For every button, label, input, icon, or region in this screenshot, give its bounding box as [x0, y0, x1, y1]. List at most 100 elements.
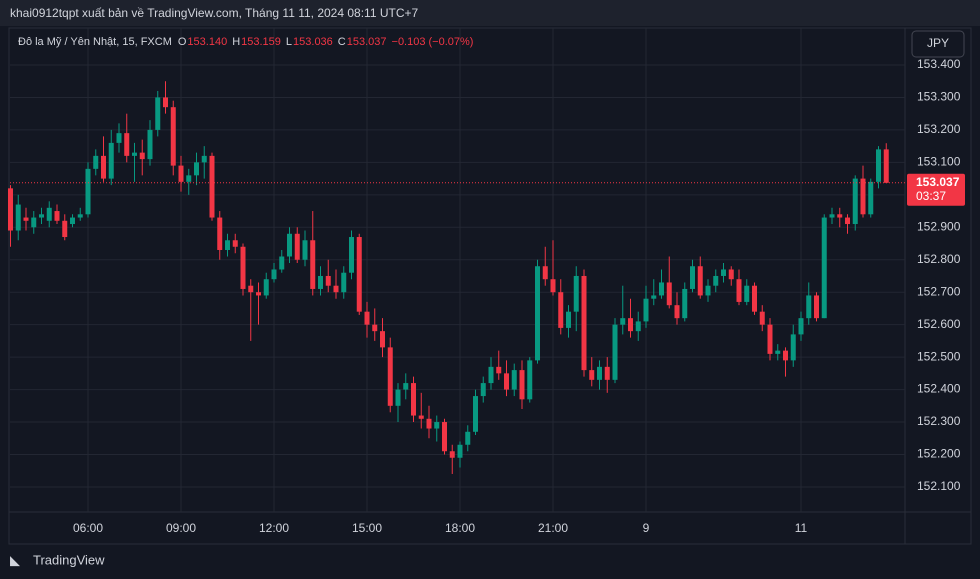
candle-body [240, 246, 246, 289]
y-tick-label: 153.100 [917, 155, 961, 169]
ohlc-key: L [286, 36, 292, 48]
candle-body [85, 168, 91, 215]
candle-body [860, 178, 866, 215]
ohlc-key: H [232, 36, 240, 48]
candle-body [620, 318, 626, 325]
chart-frame [8, 27, 972, 545]
candle-body [54, 211, 60, 221]
x-tick-label: 9 [643, 521, 650, 535]
candle-body [721, 269, 726, 276]
ohlc-value: 153.036 [293, 36, 333, 48]
y-tick-label: 152.600 [917, 317, 961, 331]
candle-body [783, 350, 788, 361]
candle-body [349, 237, 354, 273]
candle-body [170, 107, 176, 166]
candle-body [504, 373, 509, 390]
candle-body [480, 383, 486, 397]
candle-body [15, 204, 21, 231]
candle-body [163, 97, 168, 108]
candle-body [372, 324, 378, 332]
candle-body [271, 269, 277, 280]
ohlc-value: 153.037 [347, 36, 387, 48]
candle-body [434, 422, 440, 429]
candle-body [341, 272, 347, 293]
candle-body [488, 366, 494, 384]
candle-body [310, 240, 316, 289]
candle-body [318, 275, 323, 289]
candle-body [364, 311, 370, 325]
candle-body [597, 366, 602, 380]
candle-body [62, 220, 68, 238]
candle-body [535, 266, 540, 361]
candle-body [635, 321, 641, 332]
y-tick-label: 153.200 [917, 122, 961, 136]
y-tick-label: 152.900 [917, 219, 961, 233]
candle-body [666, 282, 672, 306]
x-tick-label: 12:00 [259, 521, 289, 535]
candle-body [845, 217, 850, 225]
candle-body [217, 217, 223, 251]
candle-body [519, 370, 525, 400]
candle-body [868, 181, 874, 215]
candle-body [225, 240, 230, 251]
y-tick-label: 152.100 [917, 479, 961, 493]
candle-body [713, 275, 719, 286]
candle-body [674, 305, 680, 319]
candle-body [411, 383, 416, 416]
candle-body [814, 295, 819, 319]
candle-body [155, 97, 161, 130]
y-tick-label: 152.500 [917, 349, 961, 363]
candle-body [132, 152, 137, 156]
candle-body [426, 418, 432, 429]
candle-body [883, 149, 889, 183]
candle-body [39, 214, 44, 218]
candle-body [201, 155, 207, 163]
candle-body [558, 292, 564, 328]
candle-body [325, 275, 331, 286]
candle-body [77, 214, 83, 218]
brand[interactable]: TradingView [33, 552, 105, 567]
y-tick-label: 153.400 [917, 57, 961, 71]
candle-body [473, 396, 478, 432]
candle-body [279, 256, 285, 270]
candle-body [705, 285, 711, 296]
candle-body [682, 288, 688, 319]
candle-body [395, 389, 401, 406]
currency-button[interactable] [911, 30, 965, 58]
candle-body [744, 285, 750, 302]
candle-body [759, 311, 765, 325]
symbol: Đô la Mỹ / Yên Nhật, 15, FXCM [18, 36, 172, 48]
countdown: 03:37 [916, 189, 946, 203]
candle-body [403, 383, 409, 390]
y-tick-label: 153.300 [917, 90, 961, 104]
candle-body [101, 155, 106, 179]
candle-body [418, 415, 424, 419]
x-tick-label: 09:00 [166, 521, 196, 535]
candle-body [31, 217, 37, 228]
x-tick-label: 21:00 [538, 521, 568, 535]
candle-body [542, 266, 548, 280]
candles [8, 81, 889, 474]
candle-body [449, 451, 455, 458]
candle-body [511, 370, 517, 390]
candle-body [287, 233, 292, 257]
candle-body [139, 152, 145, 160]
candle-body [736, 279, 742, 302]
top-bar [0, 0, 980, 26]
candle-body [8, 188, 13, 231]
candle-body [232, 240, 238, 247]
ohlc-value: 153.140 [187, 36, 227, 48]
candle-body [589, 370, 595, 380]
y-tick-label: 152.800 [917, 252, 961, 266]
candle-body [728, 269, 734, 280]
candle-body [767, 324, 773, 354]
candle-body [806, 295, 812, 319]
candle-body [380, 331, 385, 348]
candle-body [302, 240, 308, 260]
ohlc-value: 153.159 [241, 36, 281, 48]
currency[interactable]: JPY [927, 36, 949, 50]
candle-body [124, 133, 130, 156]
candle-body [194, 162, 199, 176]
candle-body [263, 279, 269, 296]
candle-body [248, 285, 254, 293]
